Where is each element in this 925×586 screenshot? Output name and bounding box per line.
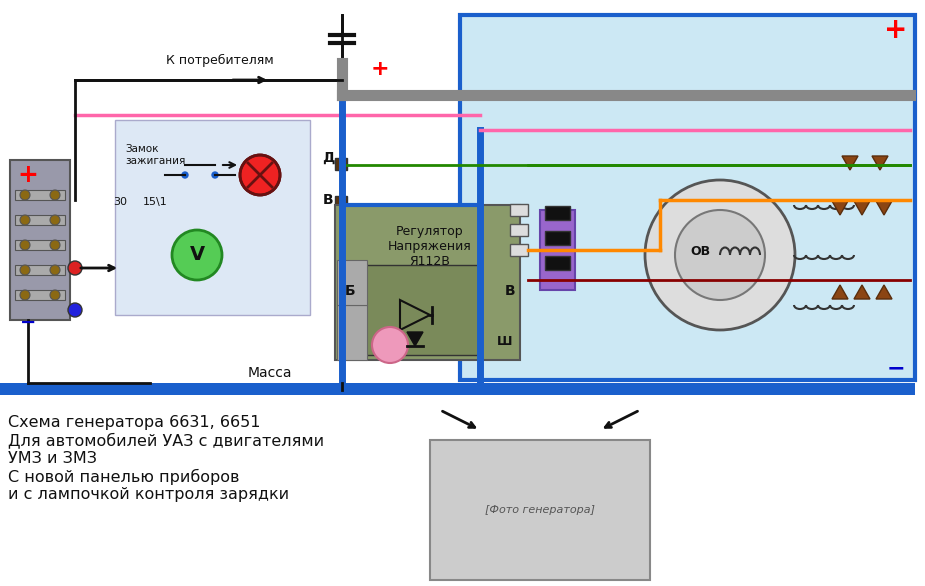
Bar — [510, 204, 528, 216]
Circle shape — [182, 172, 188, 178]
Bar — [510, 244, 528, 256]
Circle shape — [50, 240, 60, 250]
Polygon shape — [407, 332, 423, 346]
Text: Ш: Ш — [498, 335, 512, 348]
Circle shape — [50, 265, 60, 275]
Circle shape — [50, 215, 60, 225]
Circle shape — [172, 230, 222, 280]
Circle shape — [20, 190, 30, 200]
Circle shape — [675, 210, 765, 300]
Text: ОВ: ОВ — [690, 245, 710, 258]
Text: +: + — [18, 163, 39, 187]
Polygon shape — [832, 201, 848, 215]
FancyBboxPatch shape — [115, 120, 310, 315]
Text: +: + — [884, 16, 907, 44]
Bar — [335, 196, 347, 208]
Bar — [545, 206, 570, 220]
Bar — [337, 260, 367, 305]
Text: V: V — [190, 246, 204, 264]
Text: Схема генератора 6631, 6651
Для автомобилей УАЗ с двигателями
УМЗ и ЗМЗ
С новой : Схема генератора 6631, 6651 Для автомоби… — [8, 415, 324, 502]
Bar — [545, 256, 570, 270]
Text: 30: 30 — [113, 197, 127, 207]
Text: Регулятор
Напряжения
Я112В: Регулятор Напряжения Я112В — [388, 225, 472, 268]
Text: В: В — [505, 284, 515, 298]
Polygon shape — [832, 285, 848, 299]
Bar — [15, 215, 65, 225]
Bar — [10, 160, 70, 320]
Circle shape — [20, 240, 30, 250]
Bar — [430, 440, 650, 580]
Circle shape — [50, 290, 60, 300]
Polygon shape — [842, 156, 858, 170]
Circle shape — [20, 290, 30, 300]
Bar — [545, 231, 570, 245]
Polygon shape — [876, 201, 892, 215]
Text: В: В — [323, 193, 333, 207]
Circle shape — [372, 327, 408, 363]
Text: Масса: Масса — [248, 366, 292, 380]
Polygon shape — [854, 285, 870, 299]
Bar — [15, 265, 65, 275]
Text: Д: Д — [322, 151, 334, 165]
Bar — [337, 305, 367, 360]
Text: Замок
зажигания: Замок зажигания — [125, 144, 185, 166]
FancyBboxPatch shape — [460, 15, 915, 380]
Circle shape — [20, 215, 30, 225]
Text: −: − — [887, 358, 906, 378]
Bar — [335, 158, 347, 170]
Text: [Фото генератора]: [Фото генератора] — [485, 505, 595, 515]
Bar — [510, 224, 528, 236]
Polygon shape — [854, 201, 870, 215]
FancyBboxPatch shape — [335, 205, 520, 360]
Text: К потребителям: К потребителям — [166, 53, 274, 67]
Circle shape — [212, 172, 218, 178]
Circle shape — [50, 190, 60, 200]
Bar — [540, 210, 575, 290]
Polygon shape — [872, 156, 888, 170]
Polygon shape — [876, 285, 892, 299]
Text: −: − — [19, 312, 36, 332]
FancyBboxPatch shape — [360, 265, 480, 355]
Bar — [15, 290, 65, 300]
Bar — [15, 240, 65, 250]
Text: 15\1: 15\1 — [142, 197, 167, 207]
Circle shape — [68, 261, 82, 275]
Bar — [15, 190, 65, 200]
Circle shape — [240, 155, 280, 195]
Text: +: + — [371, 59, 389, 79]
Circle shape — [645, 180, 795, 330]
Circle shape — [20, 265, 30, 275]
Circle shape — [68, 303, 82, 317]
Bar — [0, 383, 915, 395]
Text: Б: Б — [345, 284, 355, 298]
